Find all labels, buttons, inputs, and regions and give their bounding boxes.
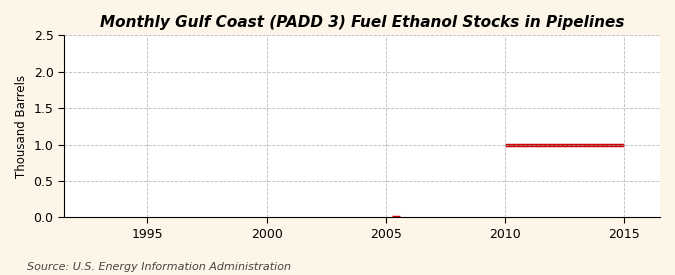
Title: Monthly Gulf Coast (PADD 3) Fuel Ethanol Stocks in Pipelines: Monthly Gulf Coast (PADD 3) Fuel Ethanol…: [100, 15, 624, 30]
Y-axis label: Thousand Barrels: Thousand Barrels: [15, 75, 28, 178]
Text: Source: U.S. Energy Information Administration: Source: U.S. Energy Information Administ…: [27, 262, 291, 272]
